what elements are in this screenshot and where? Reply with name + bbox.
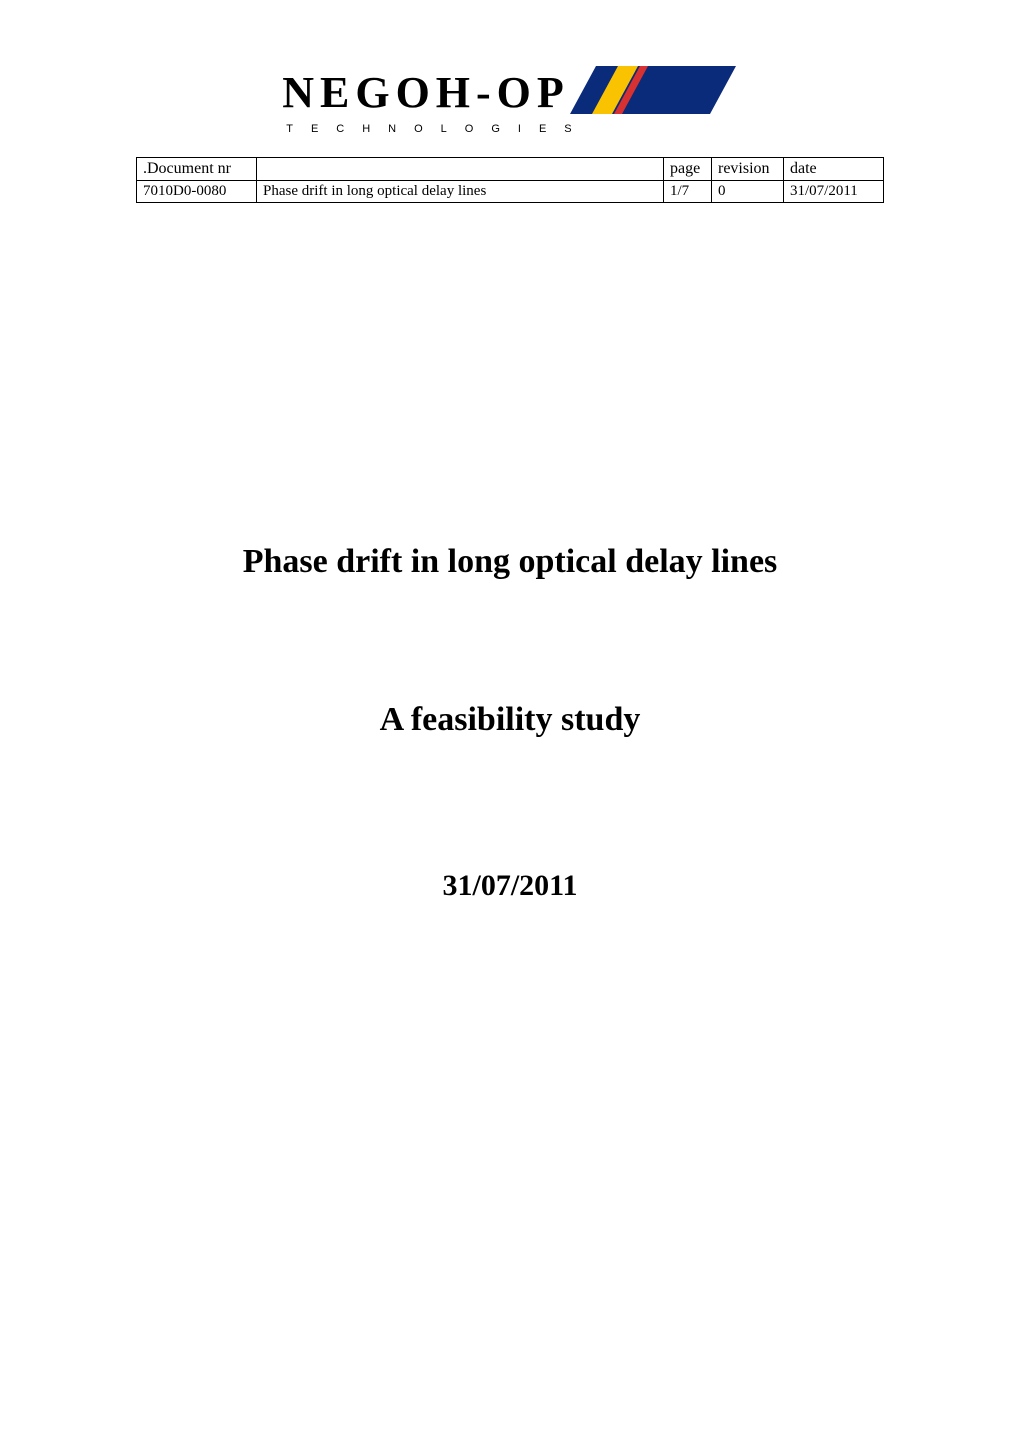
cell-title: Phase drift in long optical delay lines	[257, 181, 664, 203]
main-title: Phase drift in long optical delay lines	[136, 543, 884, 581]
logo-parallelogram-icon	[568, 64, 738, 121]
col-header-docnr: .Document nr	[137, 158, 257, 181]
logo-top-row: NEGOH-OP	[282, 64, 738, 121]
cell-date: 31/07/2011	[784, 181, 884, 203]
cell-page: 1/7	[664, 181, 712, 203]
document-page: NEGOH-OP TECHNOLOGIES .Document nr page …	[0, 0, 1020, 967]
cell-revision: 0	[712, 181, 784, 203]
col-header-page: page	[664, 158, 712, 181]
col-header-title	[257, 158, 664, 181]
table-data-row: 7010D0-0080 Phase drift in long optical …	[137, 181, 884, 203]
table-header-row: .Document nr page revision date	[137, 158, 884, 181]
subtitle: A feasibility study	[136, 701, 884, 739]
logo-main-text: NEGOH-OP	[282, 67, 570, 118]
document-date: 31/07/2011	[136, 869, 884, 903]
document-info-table: .Document nr page revision date 7010D0-0…	[136, 157, 884, 203]
col-header-date: date	[784, 158, 884, 181]
company-logo: NEGOH-OP TECHNOLOGIES	[282, 64, 738, 135]
logo-container: NEGOH-OP TECHNOLOGIES	[136, 64, 884, 137]
cell-docnr: 7010D0-0080	[137, 181, 257, 203]
logo-sub-text: TECHNOLOGIES	[282, 123, 738, 135]
col-header-revision: revision	[712, 158, 784, 181]
